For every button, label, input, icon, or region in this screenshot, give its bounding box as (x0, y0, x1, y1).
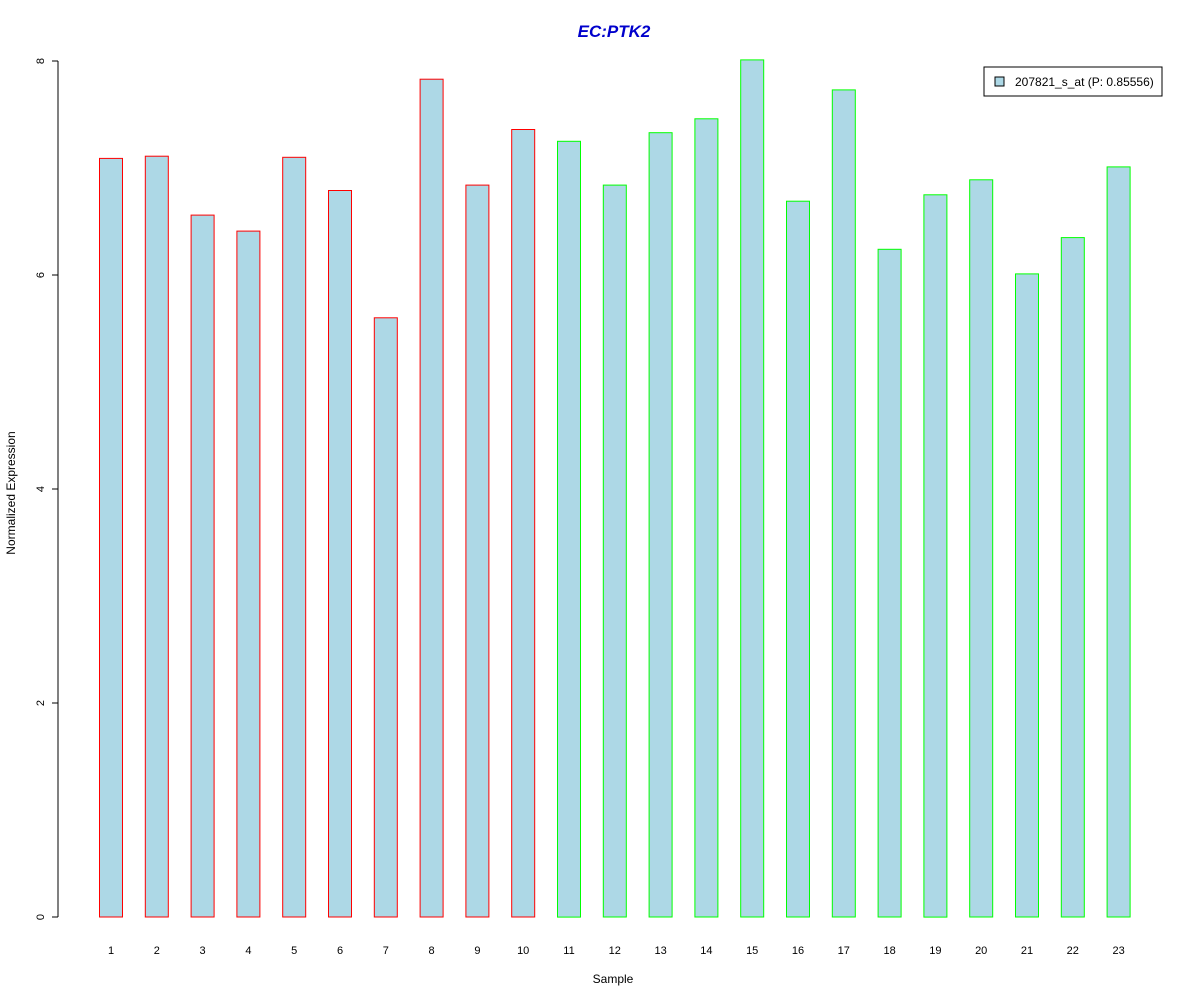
x-tick-label: 13 (654, 945, 666, 957)
x-tick-label: 2 (154, 945, 160, 957)
bar-sample-9 (465, 184, 490, 918)
bar-sample-4 (236, 230, 261, 918)
x-tick-label: 23 (1112, 945, 1124, 957)
bar-sample-8 (419, 78, 444, 918)
x-tick-label: 4 (245, 945, 251, 957)
x-tick-label: 22 (1067, 945, 1079, 957)
y-axis: 0 2 4 6 8 (35, 58, 59, 920)
x-tick-label: 21 (1021, 945, 1033, 957)
x-tick-label: 11 (563, 945, 574, 957)
legend-label: 207821_s_at (P: 0.85556) (1015, 75, 1154, 89)
legend-box (983, 66, 1163, 97)
chart-title: EC:PTK2 (578, 22, 651, 41)
legend-swatch (994, 76, 1005, 87)
bar-sample-7 (373, 317, 398, 918)
y-tick-label: 8 (35, 58, 47, 64)
bar-sample-15 (740, 59, 765, 918)
y-tick-label: 0 (35, 914, 47, 920)
x-tick-label: 15 (746, 945, 758, 957)
x-tick-label: 20 (975, 945, 987, 957)
x-tick-label: 19 (929, 945, 941, 957)
x-tick-label: 18 (883, 945, 895, 957)
y-tick-label: 4 (35, 486, 47, 492)
x-tick-label: 3 (200, 945, 206, 957)
x-tick-label: 6 (337, 945, 343, 957)
x-axis-label: Sample (593, 972, 634, 986)
bar-sample-20 (969, 179, 994, 918)
x-tick-labels: 1 2 3 4 5 6 7 8 9 10 11 12 13 14 15 16 17 18 19 20 21 22 23 (108, 945, 1125, 957)
bar-sample-10 (511, 129, 536, 918)
bars (99, 59, 1131, 918)
bar-sample-17 (831, 89, 856, 918)
bar-sample-23 (1106, 166, 1131, 918)
y-tick-label: 6 (35, 272, 47, 278)
x-tick-label: 16 (792, 945, 804, 957)
x-tick-label: 7 (383, 945, 389, 957)
y-axis-label: Normalized Expression (4, 431, 18, 554)
x-tick-label: 14 (700, 945, 712, 957)
bar-sample-2 (144, 155, 169, 918)
x-tick-label: 5 (291, 945, 297, 957)
x-tick-label: 17 (838, 945, 850, 957)
legend: 207821_s_at (P: 0.85556) (983, 66, 1163, 97)
bar-sample-11 (557, 140, 581, 918)
bar-sample-3 (190, 214, 215, 918)
bar-sample-14 (694, 118, 719, 918)
bar-sample-18 (877, 248, 902, 918)
x-tick-label: 9 (474, 945, 480, 957)
x-tick-label: 12 (609, 945, 621, 957)
bar-sample-5 (282, 156, 307, 918)
bar-sample-22 (1060, 237, 1085, 918)
x-tick-label: 8 (429, 945, 435, 957)
bar-sample-21 (1015, 273, 1039, 918)
bar-sample-1 (99, 157, 123, 918)
x-tick-label: 1 (108, 945, 114, 957)
bar-sample-16 (786, 200, 810, 918)
x-tick-label: 10 (517, 945, 529, 957)
bar-sample-13 (648, 132, 673, 918)
bar-sample-12 (602, 184, 627, 918)
bar-sample-6 (328, 190, 352, 918)
y-tick-label: 2 (35, 700, 47, 706)
bar-sample-19 (923, 194, 948, 918)
